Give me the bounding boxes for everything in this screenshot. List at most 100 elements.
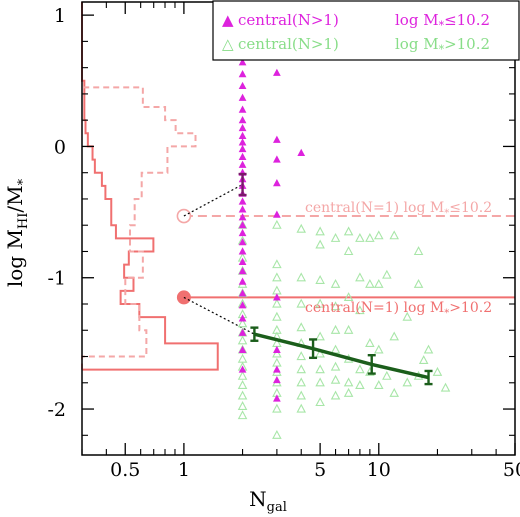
point-filled-triangle: [238, 228, 247, 237]
point-open-triangle: [315, 331, 325, 341]
point-open-triangle: [374, 230, 384, 240]
legend-mass-green-rel: >10.2: [444, 35, 490, 53]
point-open-triangle: [374, 344, 384, 354]
point-open-triangle: [272, 272, 282, 282]
point-open-triangle: [343, 226, 354, 236]
legend-label-magenta: central(N>1): [238, 11, 339, 29]
point-open-triangle: [237, 390, 248, 400]
point-open-triangle: [365, 232, 375, 242]
connector-0: [183, 183, 243, 217]
axes-layer: 0.5 1 5 10 50 -2 -1 0 1: [47, 1, 520, 481]
point-open-triangle: [296, 377, 307, 387]
point-filled-triangle: [273, 179, 281, 187]
y-tick-label: 0: [54, 136, 66, 158]
ref-low-sub: *: [444, 208, 449, 219]
point-filled-triangle: [238, 301, 247, 309]
point-open-triangle: [418, 355, 429, 365]
point-filled-triangle: [273, 345, 281, 353]
point-filled-triangle: [238, 365, 247, 373]
point-open-triangle: [330, 361, 341, 371]
green-scatter-layer: [237, 219, 451, 439]
point-open-triangle: [355, 232, 365, 242]
point-filled-triangle: [238, 314, 247, 322]
point-filled-triangle: [273, 155, 281, 163]
point-filled-triangle: [238, 70, 247, 78]
histogram-layer: [81, 2, 219, 371]
point-open-triangle: [315, 397, 325, 407]
point-filled-triangle: [273, 375, 281, 384]
point-filled-triangle: [238, 131, 247, 139]
legend-mass-green-label: log M: [395, 35, 439, 53]
point-open-triangle: [413, 246, 424, 256]
point-filled-triangle: [238, 328, 247, 336]
point-filled-triangle: [238, 197, 247, 205]
point-open-triangle: [296, 364, 307, 374]
point-open-triangle: [343, 246, 354, 256]
x-tick-label: 50: [503, 459, 520, 481]
ref-high-rel: >10.2: [449, 300, 492, 316]
ref-line-label-high-mass: central(N=1) log M*>10.2: [305, 300, 492, 319]
point-open-triangle: [423, 344, 434, 354]
legend-mass-green-sub: *: [439, 43, 445, 56]
legend-box: [212, 0, 520, 61]
point-open-triangle: [237, 353, 248, 363]
plot-frame: [81, 1, 516, 456]
point-filled-triangle: [238, 238, 247, 246]
point-filled-triangle: [238, 58, 247, 66]
point-open-triangle: [374, 380, 384, 389]
x-tick-label: 10: [367, 459, 391, 481]
point-open-triangle: [432, 366, 443, 376]
point-open-triangle: [365, 278, 375, 288]
y-tick-label: -1: [47, 268, 66, 290]
point-filled-triangle: [238, 105, 247, 113]
legend-mass-magenta-rel: ≤10.2: [444, 11, 490, 29]
point-open-triangle: [237, 370, 248, 380]
ref-high-sub: *: [444, 308, 449, 319]
point-filled-triangle: [238, 289, 247, 297]
point-filled-triangle: [273, 68, 281, 76]
point-open-triangle: [272, 259, 282, 269]
point-filled-triangle: [238, 81, 247, 90]
histogram-dashed: [81, 86, 197, 370]
point-open-triangle: [355, 380, 365, 389]
point-open-triangle: [402, 377, 413, 387]
point-open-triangle: [355, 272, 365, 282]
ref-low-rel: ≤10.2: [449, 200, 492, 216]
y-tick-label: 1: [54, 5, 66, 27]
point-open-triangle: [389, 230, 399, 240]
point-filled-triangle: [238, 257, 247, 266]
legend-mass-green: log M*>10.2: [395, 35, 490, 56]
point-open-triangle: [330, 301, 341, 311]
legend: ▲ central(N>1) log M*≤10.2 △ central(N>1…: [212, 0, 520, 61]
point-open-triangle: [272, 403, 282, 413]
point-open-triangle: [272, 298, 282, 308]
point-filled-triangle: [238, 205, 247, 213]
point-filled-triangle: [273, 135, 281, 143]
magenta-scatter-layer: [238, 58, 306, 402]
point-filled-triangle: [273, 293, 281, 301]
point-open-triangle: [374, 278, 384, 288]
point-open-triangle: [296, 322, 307, 332]
y-axis-title-sub: HI: [16, 213, 31, 229]
point-open-triangle: [296, 390, 307, 400]
point-filled-triangle: [273, 210, 281, 218]
point-filled-triangle: [273, 394, 281, 402]
point-open-triangle: [272, 219, 282, 229]
point-open-triangle: [365, 338, 375, 347]
trend-line: [253, 332, 429, 380]
point-open-triangle: [343, 387, 354, 397]
histogram-solid: [81, 2, 219, 371]
point-open-triangle: [330, 232, 341, 242]
point-open-triangle: [382, 269, 392, 279]
legend-mass-magenta-label: log M: [395, 11, 439, 29]
point-open-triangle: [315, 364, 325, 374]
point-open-triangle: [402, 311, 413, 321]
point-filled-triangle: [238, 213, 247, 221]
point-open-triangle: [343, 292, 354, 302]
x-tick-label: 1: [178, 459, 190, 481]
y-axis-title: log MHI/M*: [3, 178, 31, 287]
point-filled-triangle: [238, 138, 247, 146]
point-filled-triangle: [238, 123, 247, 132]
point-open-triangle: [413, 278, 424, 288]
point-filled-triangle: [238, 345, 247, 353]
